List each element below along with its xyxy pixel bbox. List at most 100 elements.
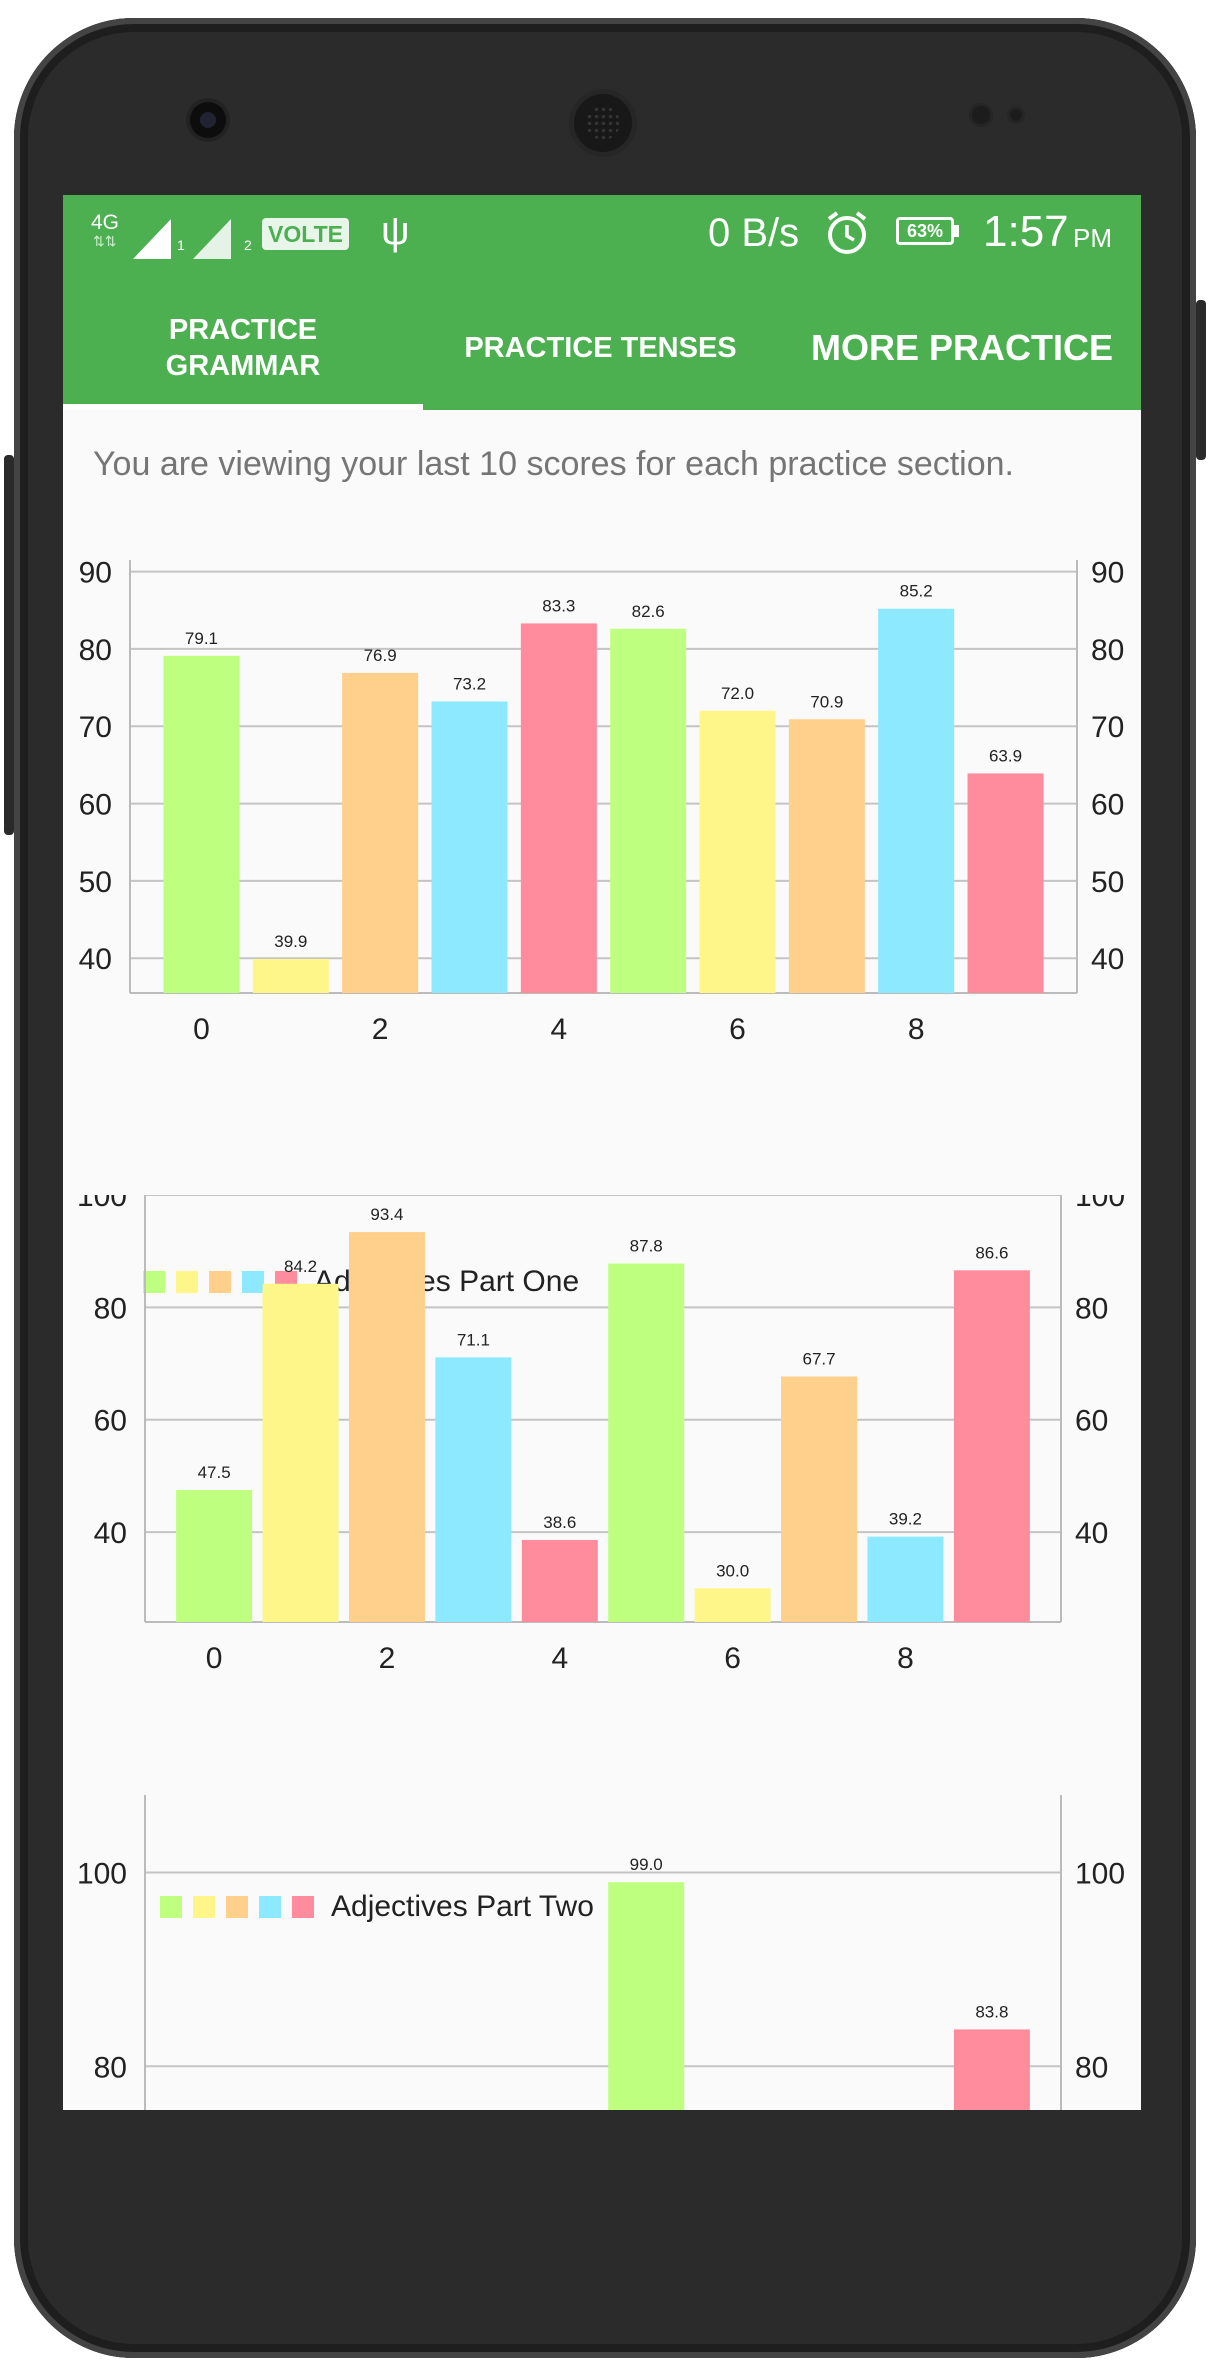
front-camera [190, 102, 226, 138]
bar [781, 1376, 858, 1622]
x-tick-label: 6 [724, 1642, 741, 1675]
bar-value-label: 83.3 [542, 596, 575, 615]
tab-practice-grammar-label: Practice Grammar [165, 313, 321, 382]
signal-sim2-icon [193, 219, 231, 259]
legend-swatch [259, 1896, 281, 1918]
x-tick-label: 8 [908, 1013, 925, 1046]
bar-value-label: 85.2 [900, 582, 933, 601]
bar [176, 1489, 253, 1622]
x-tick-label: 6 [729, 1013, 746, 1046]
y-tick-label-right: 60 [1075, 1405, 1108, 1438]
y-tick-label-right: 100 [1075, 1858, 1125, 1891]
status-bar: 4G ⇅⇅ 1 2 VOLTE ψ 0 B/s 63% 1:57 PM [63, 195, 1141, 285]
y-tick-label-left: 100 [77, 1195, 127, 1213]
y-tick-label-left: 100 [77, 1858, 127, 1891]
bar-value-label: 76.9 [364, 646, 397, 665]
x-tick-label: 2 [372, 1013, 389, 1046]
bar-value-label: 84.2 [284, 1257, 317, 1276]
y-tick-label-right: 90 [1091, 557, 1124, 590]
app-bar: 4G ⇅⇅ 1 2 VOLTE ψ 0 B/s 63% 1:57 PM Pr [63, 195, 1141, 410]
network-type: 4G [91, 211, 120, 234]
earpiece-speaker [574, 94, 632, 152]
bar-value-label: 99.0 [630, 1855, 663, 1874]
bar [953, 2029, 1030, 2110]
tab-bar: Practice Grammar Practice Tenses More Pr… [63, 285, 1141, 410]
bar [163, 655, 240, 993]
bar-value-label: 82.6 [632, 602, 665, 621]
clock-time: 1:57 [983, 207, 1069, 256]
bar-value-label: 39.2 [889, 1510, 922, 1529]
y-tick-label-right: 60 [1091, 789, 1124, 822]
y-tick-label-left: 60 [79, 789, 112, 822]
y-tick-label-left: 60 [94, 1405, 127, 1438]
bar-chart-svg: 40 40 50 50 60 60 70 70 80 80 90 90 79.1 0 39.9 76.9 2 73… [79, 557, 1125, 1046]
volte-badge: VOLTE [262, 218, 349, 250]
bar [878, 608, 955, 993]
bar [608, 1882, 685, 2110]
bar-value-label: 83.8 [975, 2002, 1008, 2021]
legend-swatch [292, 1896, 314, 1918]
tab-more-practice[interactable]: More Practice [783, 285, 1141, 410]
bar-value-label: 72.0 [721, 684, 754, 703]
battery-level: 63% [906, 220, 944, 241]
x-tick-label: 4 [551, 1642, 568, 1675]
bar [694, 1588, 771, 1622]
bar [262, 1283, 339, 1622]
chart-adjectives-part-one: 40 40 50 50 60 60 70 70 80 80 90 90 79.1 0 39.9 76.9 2 73… [63, 545, 1141, 1325]
x-tick-label: 0 [193, 1013, 210, 1046]
bar-value-label: 39.9 [274, 932, 307, 951]
proximity-sensor [972, 106, 990, 124]
bar [252, 958, 329, 993]
y-tick-label-right: 70 [1091, 711, 1124, 744]
bar [520, 623, 597, 993]
y-tick-label-left: 40 [94, 1517, 127, 1550]
bar-value-label: 71.1 [457, 1330, 490, 1349]
bar-value-label: 67.7 [802, 1349, 835, 1368]
bar-value-label: 30.0 [716, 1561, 749, 1580]
y-tick-label-right: 50 [1091, 866, 1124, 899]
tab-practice-tenses[interactable]: Practice Tenses [423, 285, 778, 410]
y-tick-label-left: 80 [94, 1292, 127, 1325]
y-tick-label-left: 50 [79, 866, 112, 899]
bar [342, 672, 419, 993]
bar [967, 773, 1044, 993]
legend-swatch [160, 1896, 182, 1918]
legend-label: Adjectives Part Two [331, 1890, 594, 1923]
battery-icon: 63% [896, 217, 954, 245]
network-speed: 0 B/s [708, 211, 800, 255]
bar-value-label: 93.4 [370, 1205, 403, 1224]
bar-value-label: 73.2 [453, 674, 486, 693]
legend-swatch [226, 1896, 248, 1918]
bar-value-label: 38.6 [543, 1513, 576, 1532]
bar-value-label: 86.6 [975, 1243, 1008, 1262]
y-tick-label-left: 70 [79, 711, 112, 744]
y-tick-label-left: 80 [79, 634, 112, 667]
y-tick-label-left: 40 [79, 943, 112, 976]
y-tick-label-right: 80 [1075, 2051, 1108, 2084]
y-tick-label-left: 80 [94, 2051, 127, 2084]
x-tick-label: 0 [206, 1642, 223, 1675]
tab-indicator [63, 404, 423, 410]
bar [953, 1270, 1030, 1622]
bar-value-label: 79.1 [185, 629, 218, 648]
legend-swatch [242, 1271, 264, 1293]
bar-chart-svg: 808010010064.064.799.053.083.8 [77, 1795, 1125, 2110]
tab-practice-tenses-label: Practice Tenses [464, 331, 737, 364]
chart-adjectives-part-two: 40 40 60 60 80 80 100 100 47.5 0 84.2 93.4 2 71.1 38.6… [63, 1195, 1141, 1975]
power-button [1196, 300, 1206, 460]
light-sensor [1010, 109, 1022, 121]
legend-swatch [209, 1271, 231, 1293]
tab-more-practice-label: More Practice [810, 326, 1113, 368]
bar [610, 628, 687, 993]
x-tick-label: 4 [550, 1013, 567, 1046]
bar-chart-svg: 40 40 60 60 80 80 100 100 47.5 0 84.2 93.4 2 71.1 38.6… [77, 1195, 1125, 1675]
bar-value-label: 70.9 [810, 692, 843, 711]
bar [521, 1539, 598, 1622]
y-tick-label-right: 100 [1075, 1195, 1125, 1213]
legend-swatch [143, 1271, 165, 1293]
chart-third-section: 808010010064.064.799.053.083.8 [63, 1795, 1141, 2110]
alarm-icon [827, 211, 867, 254]
bar [431, 701, 508, 993]
tab-practice-grammar[interactable]: Practice Grammar [73, 285, 413, 410]
